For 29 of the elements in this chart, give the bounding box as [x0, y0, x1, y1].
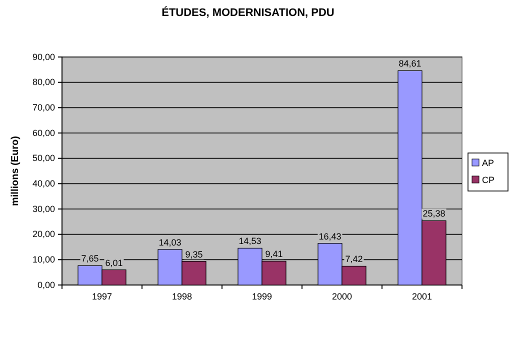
data-label: 14,53 [238, 236, 262, 246]
x-tick-label: 2000 [332, 291, 352, 302]
y-tick-label: 80,00 [32, 77, 55, 88]
legend-label: CP [482, 175, 495, 185]
data-label: 16,43 [318, 231, 342, 242]
y-tick-label: 0,00 [37, 280, 55, 290]
x-tick-label: 1999 [252, 291, 272, 302]
y-tick-label: 20,00 [32, 229, 55, 240]
data-label: 25,38 [422, 208, 446, 219]
y-tick-label: 90,00 [32, 52, 55, 62]
y-tick-label: 10,00 [32, 254, 55, 265]
y-tick-label: 50,00 [32, 153, 55, 164]
y-axis-title: millions (Euro) [10, 136, 21, 206]
y-tick-label: 60,00 [32, 128, 55, 138]
x-tick-label: 1998 [172, 291, 192, 302]
data-label: 9,35 [185, 249, 203, 260]
data-label: 7,65 [81, 254, 99, 264]
x-tick-label: 1997 [92, 291, 112, 302]
legend-label: AP [482, 158, 494, 168]
data-label: 84,61 [398, 58, 422, 69]
data-label: 9,41 [265, 249, 283, 260]
x-tick-label: 2001 [412, 291, 432, 302]
data-label: 6,01 [105, 258, 123, 268]
chart-title: ÉTUDES, MODERNISATION, PDU [162, 6, 334, 19]
y-tick-label: 30,00 [32, 204, 55, 214]
y-tick-label: 40,00 [32, 178, 55, 189]
y-tick-label: 70,00 [32, 102, 55, 113]
data-label: 14,03 [158, 237, 182, 248]
data-label: 7,42 [345, 254, 363, 264]
